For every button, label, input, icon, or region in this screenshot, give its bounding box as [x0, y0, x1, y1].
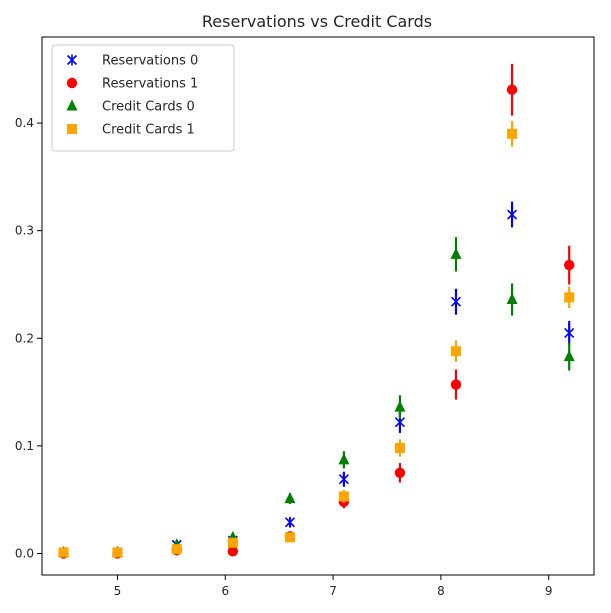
data-point: [338, 453, 350, 465]
data-point: [564, 327, 575, 339]
data-point: [227, 546, 239, 557]
legend-marker: [66, 99, 78, 111]
data-point: [450, 379, 462, 390]
data-point: [507, 128, 518, 139]
data-point: [394, 400, 406, 412]
x-tick-label: 9: [545, 584, 553, 598]
data-point: [394, 467, 406, 478]
x-axis: 5 6 7 8 9: [114, 575, 553, 598]
legend: Reservations 0 Reservations 1 Credit Cards…: [51, 44, 235, 152]
data-point: [338, 491, 349, 502]
series-layer: [58, 63, 575, 559]
data-point: [338, 473, 349, 485]
legend-label: Reservations 0: [102, 54, 198, 69]
legend-marker: [67, 124, 77, 134]
data-point: [58, 547, 69, 558]
y-tick-label: 0.4: [15, 116, 34, 130]
data-point: [506, 209, 518, 221]
data-point: [564, 259, 575, 271]
y-axis: 0.0 0.1 0.2 0.3 0.4: [15, 116, 42, 560]
x-tick-label: 8: [437, 584, 445, 598]
y-tick-label: 0.1: [15, 439, 34, 453]
data-point: [112, 547, 123, 558]
x-tick-label: 6: [221, 584, 229, 598]
x-tick-label: 7: [329, 584, 337, 598]
y-tick-label: 0.0: [15, 546, 34, 560]
series-credit-cards-1: [58, 120, 575, 558]
legend-label: Credit Cards 0: [102, 100, 195, 115]
legend-marker: [66, 77, 78, 89]
x-tick-label: 5: [114, 584, 122, 598]
y-tick-label: 0.2: [15, 331, 34, 345]
data-point: [394, 443, 405, 454]
data-point: [506, 293, 518, 305]
data-point: [451, 346, 461, 357]
y-tick-label: 0.3: [15, 224, 34, 238]
data-point: [227, 537, 238, 548]
series-credit-cards-0: [58, 237, 575, 557]
legend-label: Credit Cards 1: [102, 123, 195, 138]
data-point: [563, 350, 575, 362]
data-point: [450, 247, 462, 259]
data-point: [284, 532, 295, 543]
legend-marker: [66, 54, 78, 66]
legend-label: Reservations 1: [102, 77, 198, 92]
data-point: [564, 292, 575, 303]
data-point: [450, 296, 462, 308]
data-point: [284, 516, 296, 528]
chart-title: Reservations vs Credit Cards: [202, 12, 432, 31]
data-point: [284, 492, 296, 504]
data-point: [171, 544, 182, 555]
data-point: [506, 84, 518, 95]
legend-box: [51, 44, 235, 152]
